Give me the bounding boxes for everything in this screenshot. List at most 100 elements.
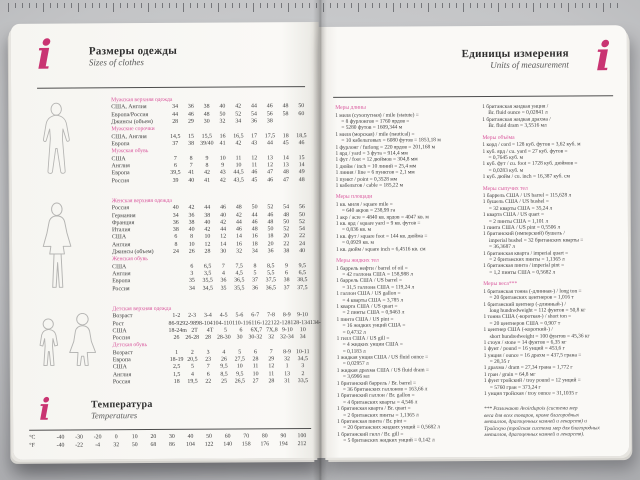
unit-entry: 1 британская пинта / Br. pint = = 20 брит… xyxy=(337,418,481,432)
size-cell: 28 xyxy=(268,378,275,385)
footnote-line: металлов, драгоценных камней и лекарств)… xyxy=(484,431,585,438)
size-cell: 10 xyxy=(219,155,226,162)
unit-entry: 1 британская тонна (-длинная-) / long to… xyxy=(483,288,627,302)
size-cell: 10 xyxy=(252,371,259,378)
size-cell: 34 xyxy=(172,104,179,111)
size-cell: 52 xyxy=(283,226,290,233)
size-cell: 8,5 xyxy=(266,262,275,270)
size-cell: 16 xyxy=(219,133,226,140)
ruler-tick xyxy=(393,3,394,12)
size-cell: 18 xyxy=(173,378,180,385)
size-table-row: Россия 39 40 41 42 43,5 45 46 47 48 xyxy=(112,177,310,186)
size-cell: 36,5 xyxy=(234,277,245,284)
temperature-table: °C -40 -30 -20 0 10 20 30 40 50 60 70 80 90 100 °F -40 -2… xyxy=(29,432,311,450)
size-cell: 41 xyxy=(219,140,226,147)
size-cell: 38 xyxy=(188,219,195,226)
ruler-tick xyxy=(113,3,114,12)
info-icon: i xyxy=(38,392,51,428)
size-cell: 25 xyxy=(221,378,228,385)
size-cell: 22 xyxy=(205,378,212,385)
ruler-tick xyxy=(428,3,429,12)
size-cell: 40 xyxy=(172,205,179,212)
ruler-tick xyxy=(491,3,492,8)
size-cell: 45 xyxy=(251,176,258,183)
size-cell: 46 xyxy=(220,204,226,211)
size-cell: 7 xyxy=(206,364,210,371)
ruler-tick xyxy=(71,3,72,8)
unit-entry-line: 1 кв. дюйм / square inch = 6,4516 кв. см xyxy=(336,245,426,253)
size-cell: 38 xyxy=(172,226,179,234)
size-cell: 38 xyxy=(283,248,290,255)
size-cell: 5 xyxy=(238,349,242,356)
size-cell: 38 xyxy=(266,118,273,125)
size-cell: 41 xyxy=(188,170,195,177)
size-cell: 30 xyxy=(236,334,243,341)
size-row-label: Россия xyxy=(111,177,129,184)
ruler-tick xyxy=(519,3,520,8)
man-silhouette xyxy=(43,102,70,174)
size-cell: 20 xyxy=(267,241,274,248)
size-cell: 32 xyxy=(236,248,243,255)
ruler-tick xyxy=(554,3,555,8)
size-cell: 34 xyxy=(235,118,242,125)
size-cell: 54 xyxy=(299,226,305,233)
size-cell: 23 xyxy=(205,356,212,363)
temperature-value: 86 xyxy=(169,441,175,448)
ruler-tick xyxy=(400,3,401,8)
size-cell: 48 xyxy=(298,176,305,183)
unit-entry: 1 центнер США (-короткий-) / short hundre… xyxy=(484,326,628,340)
size-cell: 4-5 xyxy=(219,312,228,319)
temperature-value: 158 xyxy=(241,441,251,448)
size-cell: 35,5 xyxy=(202,277,213,285)
temperature-value: -30 xyxy=(75,434,83,441)
temperature-value: 104 xyxy=(186,441,195,448)
ruler-tick xyxy=(407,3,408,8)
children-silhouette xyxy=(39,312,97,366)
size-cell: 34 xyxy=(251,248,258,255)
size-cell: 48 xyxy=(267,219,274,226)
unit-entry-line: = 1,2 пинты США = 0,5682 л xyxy=(489,269,556,276)
size-cell: 38 xyxy=(188,140,195,147)
women-size-table: Женская верхняя одежда Россия 40 42 44 46 48 50… xyxy=(112,197,311,293)
temperature-value: 100 xyxy=(297,433,307,440)
size-cell: 3 xyxy=(206,349,210,356)
unit-entry: 1 кв. ярд / square yard = 9 кв. футов = =… xyxy=(336,220,480,234)
temperature-value: -4 xyxy=(95,442,101,449)
ruler-tick xyxy=(309,3,310,8)
ruler-tick xyxy=(15,3,16,8)
unit-entry: 1 баррель США / US barrel = = 31,5 галлон… xyxy=(336,277,480,291)
size-cell: 8-9 xyxy=(283,349,291,356)
size-cell: 42 xyxy=(220,219,227,226)
size-cell: 8-9 xyxy=(282,312,291,319)
size-cell: 104-110 xyxy=(212,320,233,327)
unit-entry: 1 фунт тройский / troy pound = 12 унций … xyxy=(484,377,628,391)
size-cell: 36 xyxy=(187,104,194,111)
units-left-column: Меры длины 1 миля (сухопутная) / mile (st… xyxy=(335,104,481,444)
size-cell: 52 xyxy=(299,218,305,225)
ruler-tick xyxy=(288,3,289,12)
size-cell: 42 xyxy=(204,226,211,233)
size-table-row: Джинсы (объем) 28 29 30 32 34 36 38 xyxy=(111,118,309,127)
size-cell: 35 xyxy=(220,285,227,292)
unit-entry: 1 британская кварта / Br. quart = = 2 бри… xyxy=(337,405,481,419)
info-icon: i xyxy=(36,31,53,79)
ruler-tick xyxy=(540,3,541,8)
size-cell: 9,5 xyxy=(220,364,228,371)
left-page: i Размеры одежды Sizes of clothes Мужска… xyxy=(10,22,330,460)
unit-entry: 1 британская жидкая унция / Br. fluid oun… xyxy=(482,103,626,117)
children-size-table: Детская верхняя одежда Возраст 1-2 2-3 3-4 4-… xyxy=(112,305,329,387)
temperature-value: 32 xyxy=(113,442,120,449)
size-cell: 1 xyxy=(285,363,289,370)
right-page: Единицы измерения Units of measurement i… xyxy=(318,25,630,458)
size-cell: 36 xyxy=(188,212,195,219)
size-cell: 13 xyxy=(267,154,274,161)
size-cell: 39,5 xyxy=(170,170,181,177)
size-cell: 38,5 xyxy=(297,277,308,284)
size-cell: 11 xyxy=(235,155,242,162)
size-cell: 31 xyxy=(284,378,291,385)
size-cell: 46 xyxy=(266,103,273,110)
size-cell: 48 xyxy=(251,226,258,233)
unit-entry: 1 жидкая драхма США / US fluid dram = = 3… xyxy=(337,367,481,381)
size-cell xyxy=(168,285,184,292)
size-cell: 7,5 xyxy=(235,263,243,270)
